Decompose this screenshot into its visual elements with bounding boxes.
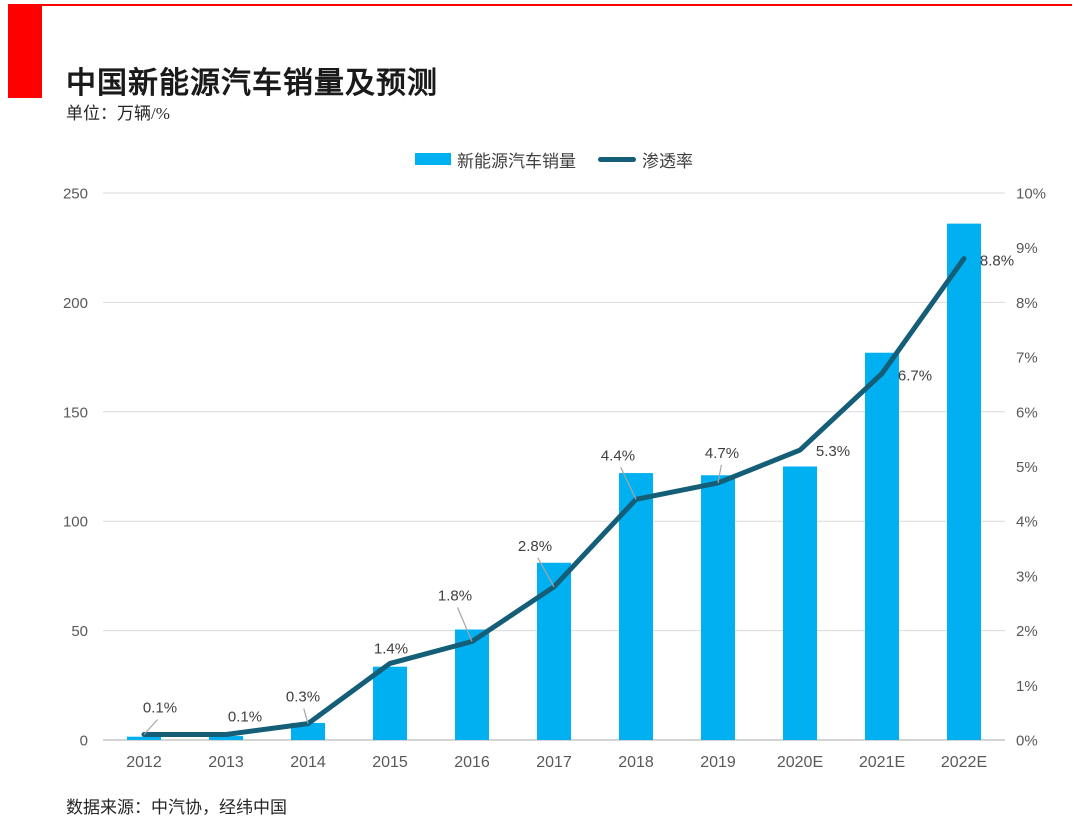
x-axis-label-2012: 2012 <box>126 754 162 771</box>
right-axis-tick-label: 0% <box>1016 733 1038 750</box>
right-axis-tick-label: 8% <box>1016 295 1038 312</box>
penetration-label-2014: 0.3% <box>286 689 320 706</box>
right-axis-tick-label: 3% <box>1016 568 1038 585</box>
page-title: 中国新能源汽车销量及预测 <box>66 67 438 101</box>
right-axis-tick-label: 4% <box>1016 514 1038 531</box>
x-axis-label-2018: 2018 <box>618 754 654 771</box>
right-axis-tick-label: 9% <box>1016 240 1038 257</box>
legend-item-sales: 新能源汽车销量 <box>415 147 576 172</box>
bar-2018 <box>619 473 653 740</box>
bar-2022E <box>947 223 981 740</box>
left-axis-tick-label: 0 <box>80 733 88 750</box>
left-axis-tick-label: 200 <box>63 295 88 312</box>
label-leader-line <box>456 607 473 642</box>
bar-2021E <box>865 352 899 740</box>
legend-line-swatch <box>598 156 636 162</box>
right-axis-tick-label: 1% <box>1016 678 1038 695</box>
bar-2020E <box>783 466 817 740</box>
bar-2019 <box>701 475 735 740</box>
legend-bar-swatch <box>415 153 451 165</box>
legend-line-label: 渗透率 <box>642 151 693 171</box>
x-axis-label-2019: 2019 <box>700 754 736 771</box>
x-axis-label-2017: 2017 <box>536 754 572 771</box>
penetration-label-2015: 1.4% <box>374 640 408 657</box>
x-axis-label-2014: 2014 <box>290 754 326 771</box>
penetration-label-2013: 0.1% <box>228 709 262 726</box>
x-axis-label-2016: 2016 <box>454 754 490 771</box>
right-axis-tick-label: 7% <box>1016 350 1038 367</box>
penetration-label-2016: 1.8% <box>438 588 472 605</box>
right-axis-tick-label: 10% <box>1016 186 1046 203</box>
right-axis-tick-label: 5% <box>1016 459 1038 476</box>
x-axis-label-2015: 2015 <box>372 754 408 771</box>
penetration-label-2018: 4.4% <box>601 447 635 464</box>
left-axis-tick-label: 150 <box>63 404 88 421</box>
penetration-label-2017: 2.8% <box>518 538 552 555</box>
penetration-label-2020E: 5.3% <box>816 443 850 460</box>
label-leader-line <box>620 467 637 500</box>
bar-2012 <box>127 736 161 740</box>
label-leader-line <box>717 464 722 484</box>
label-leader-line <box>537 557 555 588</box>
x-axis-label-2021E: 2021E <box>859 754 905 771</box>
legend-item-penetration: 渗透率 <box>598 147 693 172</box>
label-leader-line <box>143 719 159 735</box>
left-axis-tick-label: 250 <box>63 186 88 203</box>
penetration-label-2021E: 6.7% <box>898 368 932 385</box>
x-axis-label-2020E: 2020E <box>777 754 823 771</box>
left-axis-tick-label: 100 <box>63 514 88 531</box>
label-leader-line <box>303 708 309 724</box>
legend-bar-label: 新能源汽车销量 <box>457 151 576 171</box>
right-axis-tick-label: 6% <box>1016 404 1038 421</box>
bar-2015 <box>373 666 407 740</box>
penetration-label-2012: 0.1% <box>143 700 177 717</box>
penetration-label-2022E: 8.8% <box>980 253 1014 270</box>
x-axis-label-2013: 2013 <box>208 754 244 771</box>
penetration-label-2019: 4.7% <box>705 445 739 462</box>
chart-legend: 新能源汽车销量 渗透率 <box>103 147 1005 172</box>
bar-2016 <box>455 629 489 740</box>
right-axis-tick-label: 2% <box>1016 623 1038 640</box>
bar-2013 <box>209 736 243 740</box>
red-top-rule <box>8 4 1072 6</box>
left-axis-tick-label: 50 <box>71 623 88 640</box>
unit-label: 单位：万辆/% <box>66 104 170 123</box>
red-accent-block <box>8 4 42 98</box>
data-source: 数据来源：中汽协，经纬中国 <box>66 798 287 817</box>
x-axis-label-2022E: 2022E <box>941 754 987 771</box>
